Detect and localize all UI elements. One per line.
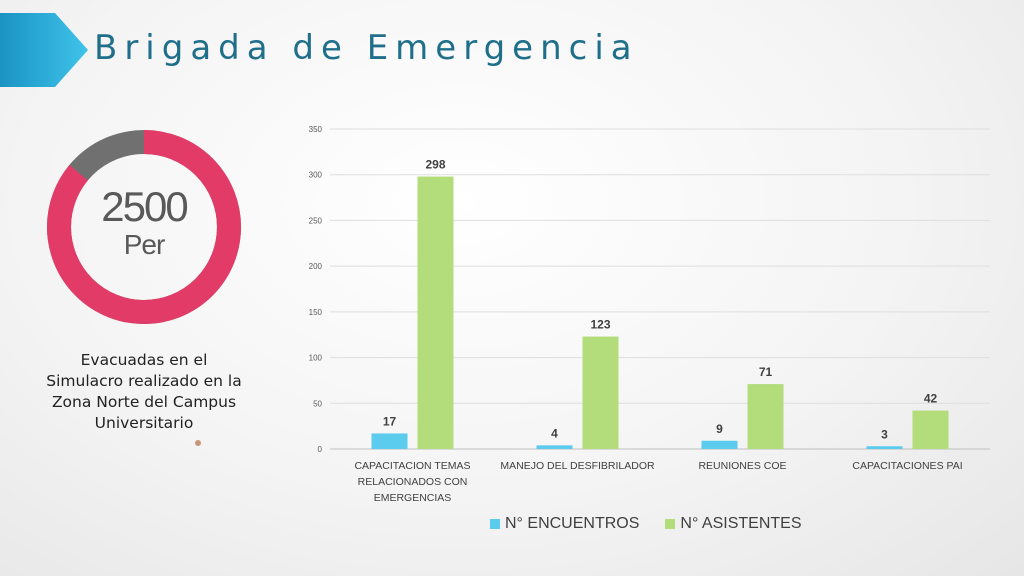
caption-line: Evacuadas en el [80, 351, 208, 369]
bar [371, 433, 408, 449]
data-label: 3 [881, 427, 888, 441]
caption-line: Zona Norte del Campus [51, 393, 237, 411]
donut-unit: Per [123, 229, 166, 260]
bar [582, 336, 619, 449]
category-label: CAPACITACION TEMAS [354, 460, 470, 472]
category-label: REUNIONES COE [698, 460, 786, 472]
legend-swatch [490, 519, 500, 529]
legend-swatch [665, 519, 676, 529]
legend-item-asistentes: N° ASISTENTES [665, 515, 802, 533]
donut-chart [47, 130, 241, 324]
caption-line: Simulacro realizado en la [46, 372, 242, 390]
y-tick-label: 0 [318, 445, 323, 454]
decorative-dot [195, 440, 201, 446]
y-tick-label: 250 [309, 216, 323, 225]
category-label: EMERGENCIAS [374, 492, 452, 504]
bar [701, 440, 738, 449]
data-label: 71 [759, 365, 773, 379]
data-label: 9 [716, 422, 723, 436]
category-label: RELACIONADOS CON [358, 476, 468, 488]
data-label: 42 [924, 392, 938, 406]
y-tick-label: 50 [313, 399, 322, 408]
bar [417, 176, 454, 450]
chart-legend: N° ENCUENTROS N° ASISTENTES [490, 515, 802, 533]
legend-label: N° ENCUENTROS [505, 515, 640, 532]
data-label: 4 [551, 426, 558, 440]
legend-item-encuentros: N° ENCUENTROS [490, 515, 639, 533]
y-tick-label: 350 [309, 125, 323, 134]
donut-main-arc [47, 130, 241, 324]
data-label: 123 [590, 318, 610, 332]
data-label: 17 [383, 414, 397, 428]
category-label: CAPACITACIONES PAI [852, 460, 962, 472]
stat-caption: Evacuadas en el Simulacro realizado en l… [30, 350, 258, 434]
y-tick-label: 100 [309, 354, 323, 363]
y-tick-label: 150 [309, 308, 323, 317]
bar [747, 384, 784, 449]
title-arrow-shape [0, 13, 88, 87]
bar [912, 410, 949, 449]
bar-chart: 0 50 100 150 200 250 300 350 17 298 CAPACITACION T… [309, 125, 990, 504]
bar [536, 445, 573, 449]
y-tick-label: 200 [309, 262, 323, 271]
data-label: 298 [425, 158, 445, 172]
donut-value: 2500 [101, 183, 188, 230]
legend-label: N° ASISTENTES [680, 515, 802, 532]
bar [866, 446, 903, 449]
caption-line: Universitario [94, 414, 194, 432]
y-tick-label: 300 [309, 171, 323, 180]
category-label: MANEJO DEL DESFIBRILADOR [500, 460, 655, 472]
slide-title: Brigada de Emergencia [94, 28, 639, 68]
